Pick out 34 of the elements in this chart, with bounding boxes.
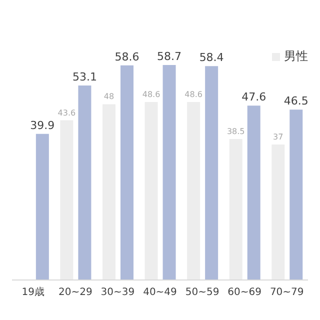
bar — [229, 138, 242, 280]
data-label: 39.9 — [30, 118, 55, 132]
data-label: 58.4 — [199, 51, 224, 64]
x-tick-label: 20~29 — [58, 287, 92, 298]
bar — [247, 106, 260, 280]
bar — [120, 65, 134, 280]
data-label: 46.5 — [284, 94, 308, 108]
data-label: 48.6 — [184, 90, 202, 99]
x-tick-label: 30~39 — [100, 287, 135, 298]
bar — [290, 110, 303, 280]
data-label: 58.6 — [114, 50, 140, 64]
data-label: 48 — [104, 92, 114, 102]
data-label: 53.1 — [72, 70, 97, 84]
x-tick-label: 19歳 — [22, 286, 45, 298]
data-label: 38.5 — [226, 126, 245, 136]
data-label: 47.6 — [242, 90, 266, 104]
bar — [187, 102, 200, 280]
data-label: 37 — [273, 132, 284, 142]
x-tick-label: 40~49 — [143, 287, 177, 298]
data-label: 58.7 — [157, 50, 182, 63]
x-tick-label: 60~69 — [228, 287, 262, 298]
bar — [162, 65, 176, 280]
legend-label: 男性 — [283, 48, 308, 65]
data-label: 43.6 — [58, 108, 76, 118]
x-tick-label: 50~59 — [185, 287, 220, 298]
bar — [36, 134, 49, 280]
bar — [78, 86, 92, 280]
bar — [144, 102, 158, 280]
x-tick-label: 70~79 — [270, 287, 304, 298]
bar — [102, 104, 116, 280]
bar — [272, 144, 285, 280]
bar — [60, 120, 74, 280]
data-label: 48.6 — [142, 90, 160, 99]
bar — [205, 66, 218, 280]
